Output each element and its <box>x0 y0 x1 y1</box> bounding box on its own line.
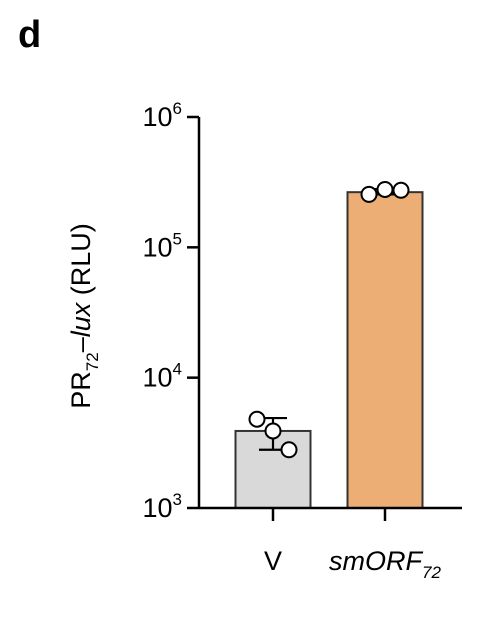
points-layer <box>248 180 410 459</box>
y-label-suffix: (RLU) <box>66 223 96 303</box>
y-label-prefix: PR <box>66 371 96 409</box>
y-tick-label-1: 104 <box>142 360 182 393</box>
data-point-0-2 <box>280 441 298 459</box>
y-axis-label: PR72–lux (RLU) <box>66 223 102 408</box>
y-label-subscript: 72 <box>83 352 102 371</box>
y-tick-label-2: 105 <box>142 229 182 262</box>
bars-layer <box>234 191 424 509</box>
x-tick-label-0: V <box>264 546 282 576</box>
y-tick-label-3: 106 <box>142 99 182 132</box>
y-ticks-layer: 103 104 105 106 <box>142 99 199 523</box>
x-tick-label-1: smORF72 <box>329 546 441 582</box>
data-point-0-0 <box>248 410 266 428</box>
data-point-1-0 <box>360 185 378 203</box>
y-label-dash: – <box>66 337 96 352</box>
data-point-1-1 <box>376 180 394 198</box>
y-tick-label-0: 103 <box>142 490 182 523</box>
data-point-1-2 <box>392 181 410 199</box>
y-label-gene: lux <box>66 301 96 337</box>
panel-label: d <box>18 14 42 56</box>
data-point-0-1 <box>264 422 282 440</box>
bar-1 <box>346 191 424 509</box>
